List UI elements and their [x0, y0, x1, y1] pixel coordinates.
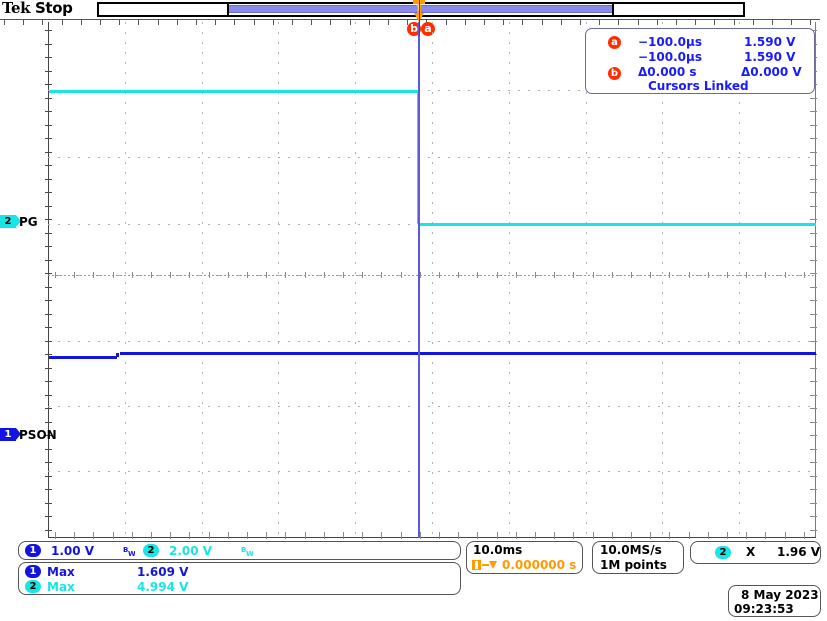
record-length: 1M points [600, 558, 667, 572]
trigger-position-value[interactable]: 0.000000 s [502, 558, 577, 572]
trigger-type-icon[interactable]: X [746, 545, 756, 559]
graticule-pane-divider [48, 275, 816, 276]
trace-segment-pson [49, 356, 117, 359]
ch2-bandwidth-limit-icon: B W [241, 546, 253, 557]
measure-ch2-name: Max [47, 580, 75, 594]
trace-segment-pg [419, 223, 816, 226]
tek-brand-logo: Tek [2, 0, 31, 17]
horizontal-timebase-panel[interactable]: 10.0ms 0.000000 s [466, 541, 583, 574]
trigger-source-badge[interactable]: 2 [715, 546, 731, 559]
readout-delta-voltage: Δ0.000 V [741, 65, 802, 79]
measure-ch1-badge: 1 [25, 565, 41, 578]
ch2-marker-arrow-icon [16, 215, 21, 227]
time-per-division[interactable]: 10.0ms [473, 543, 523, 557]
date-text: 8 May 2023 [741, 588, 819, 602]
sample-rate: 10.0MS/s [600, 543, 662, 557]
ch1-marker-arrow-icon [16, 428, 21, 440]
readout-delta-time: Δ0.000 s [638, 65, 697, 79]
trace-segment-pg [49, 90, 418, 93]
readout-row2-time: −100.0µs [638, 50, 702, 64]
measure-ch2-value: 4.994 V [137, 580, 189, 594]
svg-text:W: W [246, 550, 253, 557]
ch1-vertical-scale[interactable]: 1.00 V [51, 544, 95, 558]
readout-row2-voltage: 1.590 V [744, 50, 796, 64]
time-text: 09:23:53 [734, 602, 794, 616]
ch2-vertical-scale[interactable]: 2.00 V [169, 544, 213, 558]
cursor-vertical-line[interactable] [418, 22, 420, 538]
ch2-badge[interactable]: 2 [143, 544, 159, 557]
measure-ch1-name: Max [47, 565, 75, 579]
acquisition-status: Stop [35, 0, 73, 17]
top-time-ruler [0, 19, 820, 20]
ch2-trace-label: PG [19, 215, 38, 229]
graticule-right-axis [815, 22, 816, 538]
ch1-badge[interactable]: 1 [25, 544, 41, 557]
trigger-panel[interactable]: 2 X 1.96 V [690, 541, 821, 564]
channel-scale-panel[interactable]: 1 1.00 V B W 2 2.00 V B W [18, 541, 461, 560]
scope-status-header: Tek Stop [2, 0, 73, 17]
cursor-a-marker[interactable]: a [421, 22, 435, 36]
ch1-bandwidth-limit-icon: B W [123, 546, 135, 557]
svg-text:W: W [128, 550, 135, 557]
cursors-linked-status: Cursors Linked [648, 79, 749, 93]
graticule-left-axis [48, 22, 49, 538]
record-view-divider-left [227, 2, 229, 17]
record-view-divider-right [612, 2, 614, 17]
measure-ch2-badge: 2 [25, 580, 41, 593]
measurement-panel[interactable]: 1 Max 1.609 V 2 Max 4.994 V [18, 562, 461, 595]
acquisition-panel[interactable]: 10.0MS/s 1M points [592, 541, 684, 574]
svg-text:B: B [241, 546, 246, 554]
ch1-ground-marker[interactable]: 1 [0, 428, 21, 441]
readout-cursor-a-badge: a [608, 36, 621, 49]
ch2-marker-number: 2 [4, 216, 12, 227]
svg-text:B: B [123, 546, 128, 554]
measure-ch1-value: 1.609 V [137, 565, 189, 579]
cursor-b-marker[interactable]: b [407, 22, 421, 36]
svg-text:T: T [415, 4, 422, 14]
trace-segment-pson [120, 352, 816, 355]
cursor-vertical-line-top [419, 0, 420, 36]
ch2-ground-marker[interactable]: 2 [0, 215, 21, 228]
trace-segment-pson [116, 353, 119, 357]
ch1-marker-number: 1 [4, 429, 12, 440]
trigger-position-icon [472, 560, 497, 570]
datetime-panel: 8 May 2023 09:23:53 [728, 585, 821, 617]
ch1-trace-label: PSON [19, 428, 57, 442]
readout-cursor-b-badge: b [608, 67, 621, 80]
readout-row1-voltage: 1.590 V [744, 35, 796, 49]
trigger-level-value[interactable]: 1.96 V [777, 545, 821, 559]
cursor-readout-panel[interactable]: a b −100.0µs 1.590 V −100.0µs 1.590 V Δ0… [585, 28, 815, 94]
readout-row1-time: −100.0µs [638, 35, 702, 49]
